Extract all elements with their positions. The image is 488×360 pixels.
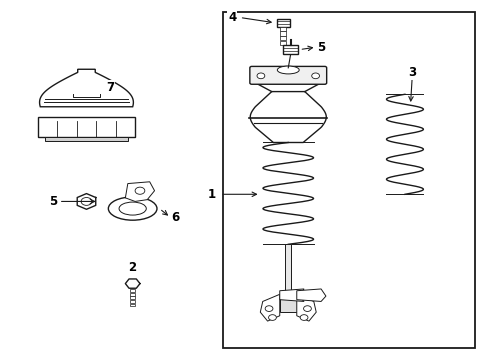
Bar (279, 294, 296, 312)
Bar (130, 293, 135, 296)
Bar (45, 137, 127, 141)
FancyBboxPatch shape (249, 66, 326, 84)
Circle shape (257, 73, 264, 79)
Polygon shape (279, 289, 304, 301)
Bar (130, 289, 135, 292)
Ellipse shape (277, 66, 299, 74)
Circle shape (268, 315, 276, 320)
Bar (130, 296, 135, 299)
Bar (280, 36, 286, 40)
Circle shape (303, 306, 311, 311)
Bar (130, 303, 135, 306)
Polygon shape (296, 294, 316, 321)
Circle shape (300, 315, 307, 320)
Text: 5: 5 (317, 41, 325, 54)
Bar (283, 45, 297, 54)
Bar (276, 19, 289, 27)
Bar (280, 27, 286, 31)
Polygon shape (125, 182, 154, 202)
Ellipse shape (119, 202, 146, 215)
Bar (280, 41, 286, 45)
Text: 3: 3 (407, 66, 415, 79)
Bar (222, 12, 474, 348)
Text: 2: 2 (128, 261, 137, 274)
Circle shape (311, 73, 319, 79)
Polygon shape (125, 279, 140, 288)
Ellipse shape (108, 197, 157, 220)
Polygon shape (77, 194, 96, 209)
Bar (130, 300, 135, 303)
Bar (285, 244, 290, 294)
Polygon shape (296, 289, 325, 301)
Bar (38, 117, 135, 137)
Text: 6: 6 (171, 211, 180, 224)
Polygon shape (40, 69, 133, 107)
Polygon shape (260, 294, 279, 321)
Polygon shape (250, 91, 325, 143)
Bar (280, 31, 286, 36)
Circle shape (264, 306, 272, 311)
Text: 7: 7 (106, 81, 114, 94)
Circle shape (135, 187, 144, 194)
Text: 5: 5 (49, 195, 57, 208)
Text: 4: 4 (227, 11, 236, 24)
Text: 1: 1 (207, 188, 215, 201)
